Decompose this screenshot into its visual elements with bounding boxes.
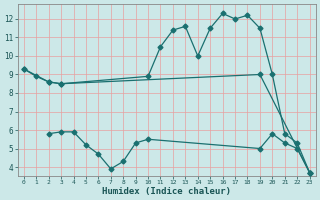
X-axis label: Humidex (Indice chaleur): Humidex (Indice chaleur) [102,187,231,196]
